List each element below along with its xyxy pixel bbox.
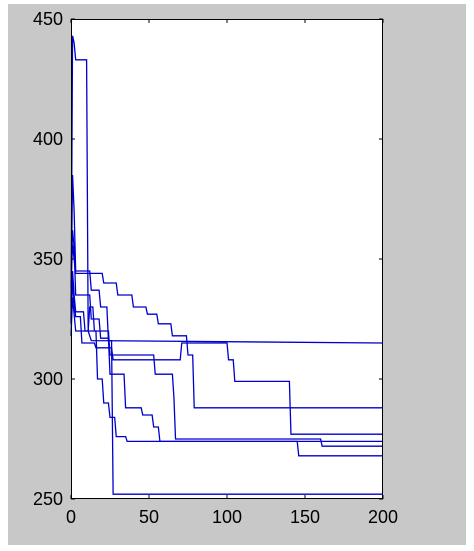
plot-area — [71, 19, 383, 499]
y-tick-label: 300 — [33, 369, 63, 389]
series-line-4 — [70, 244, 383, 409]
y-tick-label: 450 — [33, 9, 63, 29]
series-line-3 — [70, 230, 383, 443]
series-layer — [70, 35, 384, 495]
x-tick-label: 150 — [290, 507, 320, 527]
ticks-layer: 0 50 100 150 200 250 300 350 400 450 — [33, 9, 398, 527]
line-chart: 0 50 100 150 200 250 300 350 400 450 — [33, 9, 398, 527]
x-tick-label: 50 — [139, 507, 159, 527]
x-tick-label: 0 — [66, 507, 76, 527]
x-tick-label: 200 — [368, 507, 398, 527]
series-line-6 — [70, 282, 383, 435]
series-line-7 — [70, 297, 383, 447]
y-tick-label: 400 — [33, 129, 63, 149]
series-line-1 — [70, 35, 384, 344]
figure-background: 0 50 100 150 200 250 300 350 400 450 — [8, 4, 466, 545]
y-tick-label: 250 — [33, 489, 63, 509]
series-line-2 — [70, 174, 383, 495]
series-line-5 — [70, 270, 383, 457]
x-tick-label: 100 — [212, 507, 242, 527]
y-tick-label: 350 — [33, 249, 63, 269]
